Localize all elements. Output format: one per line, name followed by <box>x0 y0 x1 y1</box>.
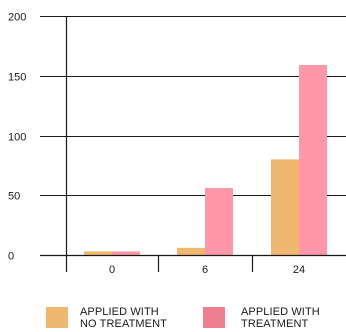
y-tick-label: 0 <box>8 251 14 263</box>
legend-swatch-no-treatment <box>46 307 68 328</box>
x-axis-tick-labels: 0 6 24 <box>109 264 305 276</box>
bar-no-treatment-24 <box>271 159 299 255</box>
y-tick-label: 150 <box>8 72 26 84</box>
x-tick-label: 0 <box>109 264 115 276</box>
bar-treatment-6 <box>205 188 233 255</box>
legend-label: APPLIED WITH <box>80 306 159 318</box>
y-tick-label: 200 <box>8 12 26 24</box>
bar-treatment-0 <box>112 251 140 255</box>
y-axis-tick-labels: 0 50 100 150 200 <box>8 12 26 263</box>
y-tick-label: 100 <box>8 132 26 144</box>
x-tick-label: 6 <box>202 264 208 276</box>
legend-label: APPLIED WITH <box>241 306 320 318</box>
bar-no-treatment-6 <box>177 247 205 255</box>
axes <box>40 16 346 272</box>
y-tick-label: 50 <box>8 191 20 203</box>
bar-treatment-24 <box>299 64 327 256</box>
bars <box>84 64 327 256</box>
x-tick-label: 24 <box>293 264 305 276</box>
bar-no-treatment-0 <box>84 251 112 255</box>
legend-label: NO TREATMENT <box>80 318 167 330</box>
legend-label: TREATMENT <box>241 318 308 330</box>
legend-swatch-treatment <box>203 307 225 328</box>
